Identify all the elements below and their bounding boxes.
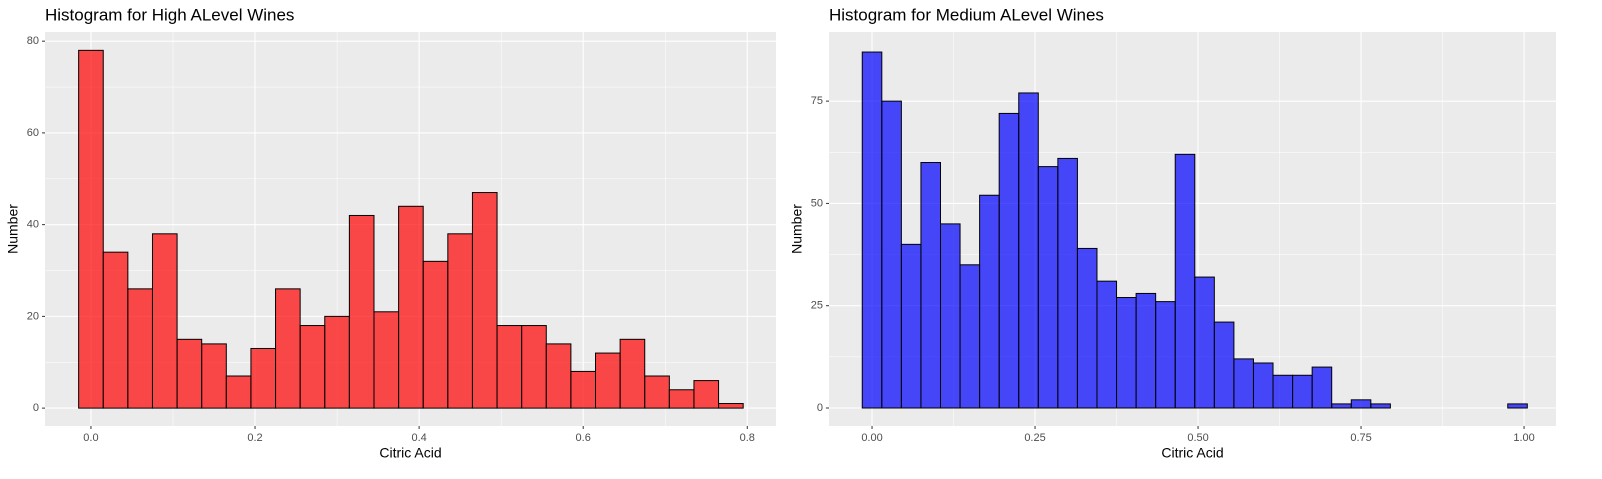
- histogram-bar: [1155, 301, 1176, 409]
- histogram-bar: [595, 352, 621, 409]
- chart-title: Histogram for High ALevel Wines: [45, 5, 294, 24]
- histogram-bar: [324, 315, 350, 409]
- histogram-bar: [619, 338, 646, 409]
- x-tick-label: 0.25: [1024, 432, 1045, 444]
- x-tick-label: 0.6: [576, 432, 591, 444]
- y-axis-title: Number: [789, 204, 805, 254]
- histogram-bar: [225, 375, 252, 409]
- histogram-bar: [127, 288, 153, 409]
- chart-panel: Histogram for Medium ALevel Wines 0 25 50 75…: [789, 5, 1556, 461]
- histogram-bar: [1252, 362, 1274, 409]
- histogram-bar: [900, 243, 922, 409]
- histogram-bar: [693, 380, 720, 409]
- histogram-bar: [1292, 374, 1313, 409]
- histogram-bar: [398, 205, 424, 409]
- histogram-bar: [570, 370, 597, 409]
- histogram-bar: [102, 251, 129, 409]
- histogram-bar: [1018, 92, 1039, 409]
- histogram-bar: [1350, 399, 1372, 409]
- histogram-bar: [920, 162, 941, 409]
- chart-panel: Histogram for High ALevel Wines 0 20 40 60 80…: [5, 5, 776, 461]
- x-tick-label: 0.0: [83, 432, 98, 444]
- histogram-bar: [644, 375, 670, 409]
- y-tick-label: 20: [27, 310, 39, 322]
- chart-title: Histogram for Medium ALevel Wines: [829, 5, 1104, 24]
- histogram-bar: [447, 233, 473, 409]
- histogram-bar: [1331, 403, 1352, 409]
- x-tick-label: 0.75: [1350, 432, 1371, 444]
- histogram-bar: [881, 100, 902, 409]
- histogram-bar: [1057, 157, 1078, 409]
- histogram-bar: [422, 260, 449, 409]
- y-tick-label: 60: [27, 127, 39, 139]
- histogram-bar: [471, 192, 498, 409]
- histogram-bar: [496, 325, 523, 409]
- histogram-bar: [201, 343, 227, 409]
- x-axis-title: Citric Acid: [379, 445, 441, 461]
- histogram-bar: [1311, 366, 1333, 409]
- x-tick-label: 0.4: [411, 432, 426, 444]
- histogram-bar: [545, 343, 572, 409]
- y-tick-label: 0: [33, 402, 39, 414]
- histogram-bar: [348, 214, 375, 409]
- y-axis-title: Number: [5, 204, 21, 254]
- x-tick-label: 1.00: [1513, 432, 1534, 444]
- histogram-bar: [1116, 297, 1137, 409]
- histogram-bar: [1272, 374, 1294, 409]
- x-tick-label: 0.8: [740, 432, 755, 444]
- x-tick-label: 0.50: [1187, 432, 1208, 444]
- histogram-bar: [176, 338, 203, 409]
- y-tick-label: 25: [811, 300, 823, 312]
- histogram-bar: [250, 347, 277, 409]
- y-tick-label: 75: [811, 95, 823, 107]
- y-tick-label: 80: [27, 35, 39, 47]
- histogram-bar: [299, 325, 326, 409]
- histogram-bar: [668, 389, 695, 409]
- histogram-bar: [1174, 153, 1196, 409]
- y-tick-label: 40: [27, 219, 39, 231]
- y-tick-label: 50: [811, 197, 823, 209]
- x-tick-label: 0.00: [861, 432, 882, 444]
- histogram-bar: [151, 233, 178, 409]
- histogram-bar: [998, 112, 1020, 409]
- histogram-bar: [861, 51, 883, 409]
- histogram-bar: [1233, 358, 1254, 409]
- histogram-bar: [1037, 166, 1059, 409]
- histogram-bar: [373, 311, 400, 409]
- y-tick-label: 0: [817, 402, 823, 414]
- histogram-bar: [78, 49, 104, 409]
- histogram-bar: [1507, 403, 1528, 409]
- histogram-bar: [718, 403, 744, 409]
- histogram-bar: [521, 325, 547, 409]
- histogram-bar: [1096, 280, 1118, 409]
- histogram-bar: [1370, 403, 1391, 409]
- histogram-bar: [1135, 292, 1157, 409]
- histogram-bar: [959, 264, 981, 409]
- histogram-bar: [979, 194, 1000, 409]
- histogram-bar: [1076, 247, 1098, 409]
- histogram-bar: [939, 223, 961, 409]
- histogram-bar: [1194, 276, 1215, 409]
- histogram-bar: [1213, 321, 1235, 409]
- x-tick-label: 0.2: [247, 432, 262, 444]
- histogram-bar: [275, 288, 301, 409]
- x-axis-title: Citric Acid: [1161, 445, 1223, 461]
